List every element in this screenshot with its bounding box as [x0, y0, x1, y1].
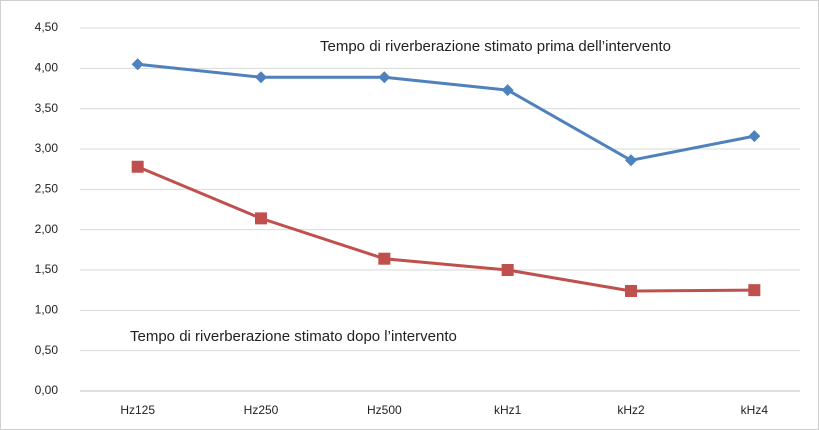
marker — [378, 252, 391, 265]
y-tick-label: 3,50 — [35, 101, 59, 115]
y-tick-label: 1,50 — [35, 262, 59, 276]
marker — [131, 58, 144, 71]
marker — [131, 160, 144, 173]
y-tick-label: 2,00 — [35, 222, 59, 236]
marker — [501, 84, 514, 97]
marker — [255, 212, 267, 225]
marker — [501, 264, 514, 276]
y-tick-label: 0,50 — [35, 343, 59, 357]
marker — [255, 71, 267, 84]
marker — [748, 130, 761, 143]
x-tick-label: kHz1 — [494, 403, 522, 417]
series-label: Tempo di riverberazione stimato dopo l’i… — [130, 328, 457, 345]
series-line — [137, 62, 755, 162]
series-label: Tempo di riverberazione stimato prima de… — [320, 38, 671, 55]
y-tick-label: 3,00 — [35, 141, 59, 155]
x-tick-label: kHz2 — [617, 403, 645, 417]
y-tick-label: 4,00 — [35, 61, 59, 75]
y-tick-label: 1,00 — [35, 303, 59, 317]
marker — [378, 71, 391, 84]
series-line — [137, 165, 755, 293]
x-tick-label: Hz250 — [244, 403, 279, 417]
y-tick-label: 2,50 — [35, 182, 59, 196]
x-tick-label: Hz500 — [367, 403, 402, 417]
marker — [748, 284, 761, 297]
y-tick-label: 0,00 — [35, 383, 59, 397]
y-tick-label: 4,50 — [35, 20, 59, 34]
marker — [625, 284, 637, 297]
marker — [625, 154, 637, 167]
x-tick-label: Hz125 — [120, 403, 155, 417]
x-tick-label: kHz4 — [741, 403, 769, 417]
